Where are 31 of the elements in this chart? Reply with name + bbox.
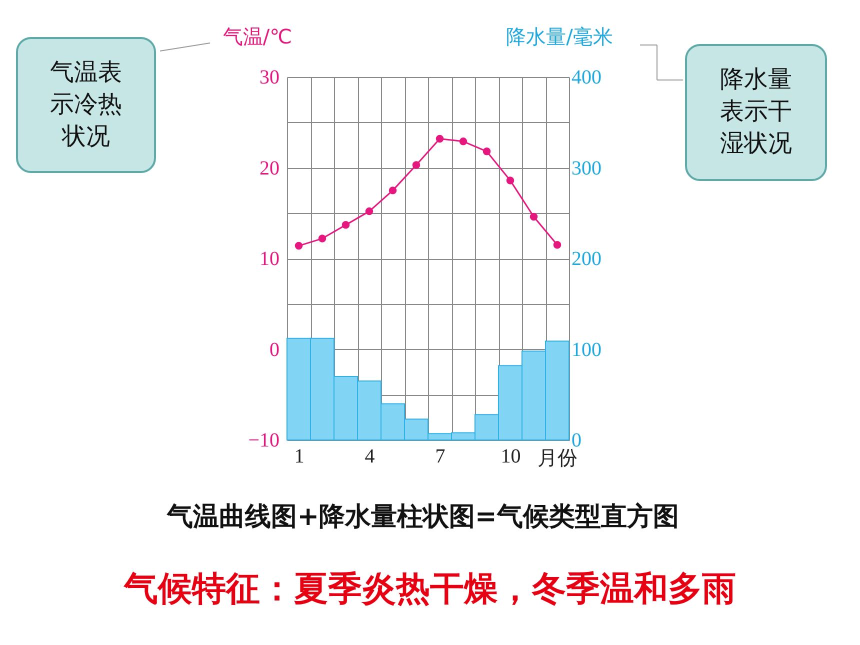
y-tick-label: −10 [248, 430, 280, 452]
point [459, 138, 468, 146]
point [365, 207, 374, 216]
point [318, 234, 326, 242]
x-tick-label: 4 [364, 446, 375, 468]
point [412, 161, 420, 169]
y-axis-title: 气温/℃ [222, 24, 292, 48]
y2-tick-label: 300 [572, 157, 602, 180]
point [506, 176, 514, 184]
y2-tick-label: 200 [572, 248, 602, 270]
y2-tick-label: 400 [572, 66, 602, 88]
y-tick-label: 0 [270, 338, 280, 361]
x-tick-label: 10 [500, 446, 521, 468]
y-tick-label: 30 [260, 66, 280, 88]
point [553, 241, 562, 249]
point [482, 148, 491, 156]
text: 气温表示冷热状况 [50, 58, 122, 150]
text: 气候特征：夏季炎热干燥，冬季温和多雨 [123, 569, 736, 609]
text: 气温曲线图+降水量柱状图=气候类型直方图 [166, 502, 679, 532]
y-tick-label: 10 [260, 248, 280, 270]
point [530, 212, 538, 221]
y2-tick-label: 100 [572, 338, 602, 361]
y2-axis-title: 降水量/毫米 [506, 24, 613, 48]
point [294, 242, 303, 250]
x-tick-label: 7 [435, 446, 446, 468]
point [388, 186, 397, 194]
y-tick-label: 20 [260, 157, 280, 180]
point [342, 221, 350, 229]
text: 降水量表示干湿状况 [720, 65, 792, 157]
x-tick-label: 1 [294, 446, 304, 468]
point [436, 134, 444, 143]
